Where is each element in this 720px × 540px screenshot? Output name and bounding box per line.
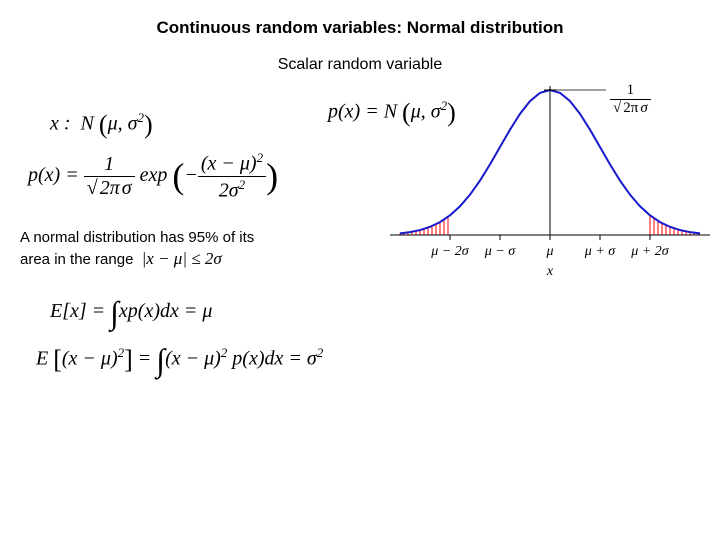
- inline-range-math: |x − μ| ≤ 2σ: [138, 249, 222, 268]
- equation-x-dist: x : N (μ, σ2): [50, 110, 153, 136]
- svg-text:x: x: [546, 264, 554, 279]
- equation-pdf: p(x) = 1 2πσ exp (− (x − μ)2 2σ2 ): [28, 150, 278, 202]
- svg-text:μ + σ: μ + σ: [584, 244, 616, 259]
- equation-mean: E[x] = ∫xp(x)dx = μ: [50, 300, 212, 323]
- body-paragraph: A normal distribution has 95% of its are…: [20, 228, 280, 270]
- page-title: Continuous random variables: Normal dist…: [0, 18, 720, 38]
- svg-text:μ + 2σ: μ + 2σ: [630, 244, 669, 259]
- svg-text:μ − 2σ: μ − 2σ: [430, 244, 469, 259]
- normal-distribution-chart: μ − 2σ μ − σ μ μ + σ μ + 2σ x: [390, 70, 710, 290]
- svg-text:μ: μ: [545, 244, 553, 259]
- equation-variance: E [(x − μ)2] = ∫(x − μ)2 p(x)dx = σ2: [36, 345, 323, 371]
- svg-text:μ − σ: μ − σ: [484, 244, 516, 259]
